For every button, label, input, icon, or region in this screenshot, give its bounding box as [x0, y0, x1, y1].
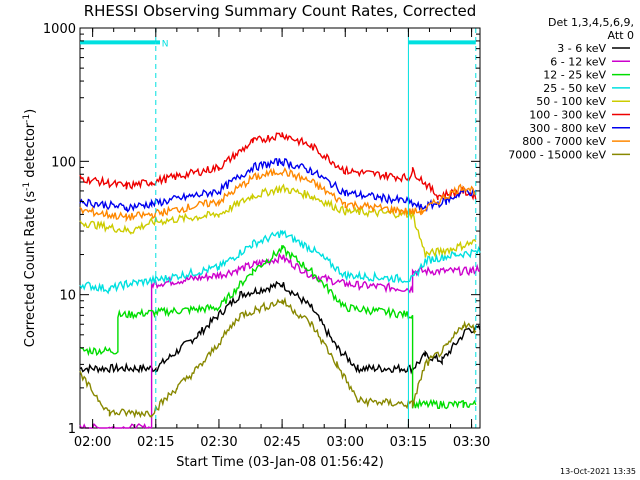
legend-label-100-300-kev: 100 - 300 keV [529, 109, 606, 122]
series-line-25-50-kev [79, 229, 481, 295]
chart-title: RHESSI Observing Summary Count Rates, Co… [84, 2, 477, 20]
series-line-6-12-kev [79, 252, 481, 429]
legend-header: Att 0 [608, 29, 634, 42]
plot-frame [79, 27, 481, 429]
legend-label-6-12-kev: 6 - 12 keV [550, 55, 606, 68]
x-tick-label: 02:30 [200, 435, 237, 450]
series-line-800-7000-kev [79, 167, 477, 223]
series-line-12-25-kev [79, 244, 477, 410]
series-layer [79, 132, 481, 429]
legend-label-7000-15000-kev: 7000 - 15000 keV [508, 148, 606, 161]
y-axis-label: Corrected Count Rate (s-1 detector-1) [22, 109, 38, 347]
series-line-50-100-kev [79, 183, 477, 258]
plot-area: N 1 10 100 1000 02:00 02:15 02:30 02:45 03:00 03… [43, 22, 490, 450]
x-axis: 02:00 02:15 02:30 02:45 03:00 03:15 03:30 [74, 28, 490, 450]
legend-label-12-25-kev: 12 - 25 keV [543, 69, 606, 82]
legend-label-800-7000-kev: 800 - 7000 keV [522, 135, 606, 148]
x-tick-label: 03:15 [390, 435, 427, 450]
legend-label-300-800-kev: 300 - 800 keV [529, 122, 606, 135]
series-line-100-300-kev [79, 132, 477, 201]
x-tick-label: 03:30 [453, 435, 490, 450]
flag-label: N [162, 39, 169, 49]
y-tick-label: 1 [68, 422, 76, 437]
y-tick-label: 100 [51, 155, 76, 170]
legend-header: Det 1,3,4,5,6,9, [548, 16, 634, 29]
flag-layer: N [80, 39, 476, 49]
y-axis: 1 10 100 1000 [43, 22, 480, 437]
series-line-300-800-kev [79, 158, 477, 213]
y-tick-label: 10 [59, 289, 76, 304]
legend-label-50-100-kev: 50 - 100 keV [536, 95, 606, 108]
series-line-3-6-kev [79, 280, 481, 375]
footer-timestamp: 13-Oct-2021 13:35 [560, 467, 636, 476]
x-tick-label: 02:45 [263, 435, 300, 450]
x-tick-label: 02:15 [137, 435, 174, 450]
x-tick-label: 02:00 [74, 435, 111, 450]
vline-layer [155, 28, 477, 428]
x-axis-label: Start Time (03-Jan-08 01:56:42) [176, 455, 384, 470]
legend-label-3-6-kev: 3 - 6 keV [557, 42, 606, 55]
legend-label-25-50-kev: 25 - 50 keV [543, 82, 606, 95]
y-tick-label: 1000 [43, 22, 76, 37]
series-line-7000-15000-kev [79, 296, 477, 419]
x-tick-label: 03:00 [327, 435, 364, 450]
